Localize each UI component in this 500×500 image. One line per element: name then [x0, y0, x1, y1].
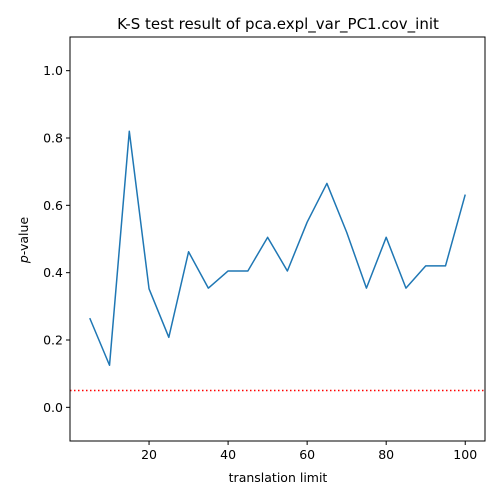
plot-area: 20 40 60 80 100 0.0 0.2 0.4 0.6 0.8 1.0	[43, 36, 486, 462]
x-tick-label-60: 60	[299, 447, 315, 462]
x-tick-label-100: 100	[453, 447, 477, 462]
x-axis-label: translation limit	[229, 470, 328, 485]
y-tick-label-2: 0.4	[43, 265, 63, 280]
y-tick-label-0: 0.0	[43, 400, 63, 415]
y-tick-label-5: 1.0	[43, 63, 63, 78]
x-tick-label-80: 80	[378, 447, 394, 462]
y-tick-label-3: 0.6	[43, 198, 63, 213]
y-tick-label-4: 0.8	[43, 131, 63, 146]
chart-title: K-S test result of pca.expl_var_PC1.cov_…	[117, 15, 439, 34]
y-axis-label: p-value	[16, 217, 31, 265]
y-axis-label-rest: -value	[16, 217, 31, 256]
x-tick-label-20: 20	[141, 447, 157, 462]
y-axis-label-italic: p	[16, 255, 31, 264]
x-tick-label-40: 40	[220, 447, 236, 462]
series-line-0	[89, 130, 466, 366]
y-tick-label-1: 0.2	[43, 333, 63, 348]
axes-frame	[69, 36, 486, 442]
